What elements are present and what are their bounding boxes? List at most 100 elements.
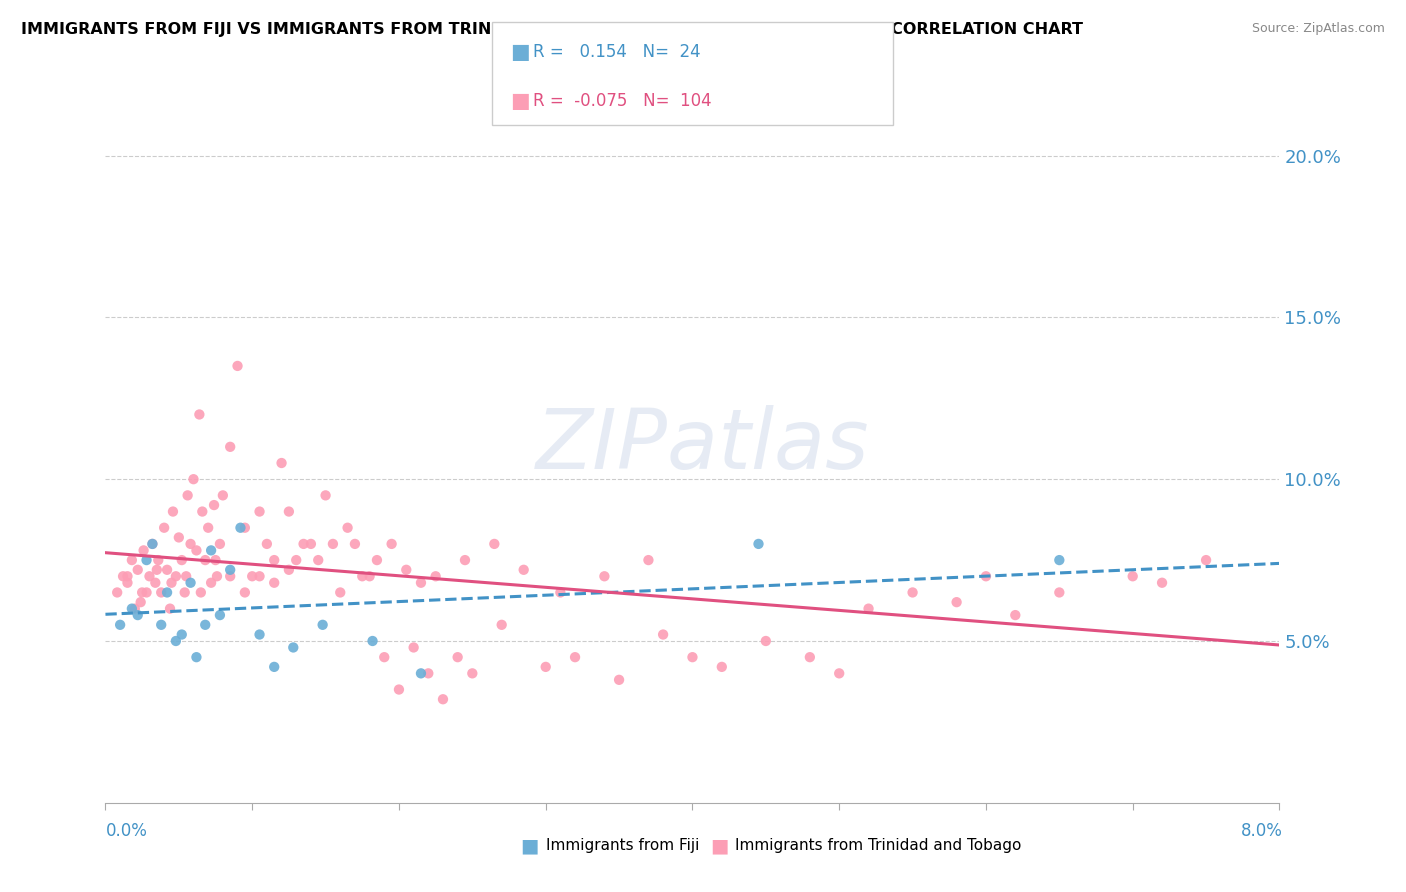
- Text: Immigrants from Fiji: Immigrants from Fiji: [546, 838, 699, 853]
- Text: 0.0%: 0.0%: [105, 822, 148, 839]
- Point: [1047, 585, 1070, 599]
- Point: [512, 563, 534, 577]
- Point: [160, 575, 183, 590]
- Point: [240, 569, 263, 583]
- Point: [226, 359, 249, 373]
- Point: [461, 666, 484, 681]
- Point: [194, 617, 217, 632]
- Point: [180, 537, 202, 551]
- Point: [307, 553, 329, 567]
- Point: [121, 601, 143, 615]
- Point: [105, 585, 128, 599]
- Point: [381, 537, 404, 551]
- Point: [710, 660, 733, 674]
- Text: IMMIGRANTS FROM FIJI VS IMMIGRANTS FROM TRINIDAD AND TOBAGO DISABILITY AGE 5 TO : IMMIGRANTS FROM FIJI VS IMMIGRANTS FROM …: [21, 22, 1083, 37]
- Point: [138, 569, 160, 583]
- Point: [170, 627, 193, 641]
- Point: [534, 660, 557, 674]
- Point: [219, 563, 242, 577]
- Point: [277, 504, 299, 518]
- Point: [454, 553, 477, 567]
- Point: [211, 488, 233, 502]
- Point: [446, 650, 468, 665]
- Point: [299, 537, 322, 551]
- Point: [409, 575, 432, 590]
- Point: [373, 650, 395, 665]
- Point: [165, 569, 187, 583]
- Point: [176, 488, 198, 502]
- Point: [186, 650, 208, 665]
- Point: [183, 472, 205, 486]
- Point: [249, 504, 271, 518]
- Point: [285, 553, 308, 567]
- Text: R =   0.154   N=  24: R = 0.154 N= 24: [533, 43, 700, 61]
- Point: [263, 660, 285, 674]
- Point: [270, 456, 292, 470]
- Point: [219, 569, 242, 583]
- Point: [170, 553, 193, 567]
- Point: [409, 666, 432, 681]
- Point: [336, 521, 359, 535]
- Point: [108, 617, 131, 632]
- Point: [359, 569, 381, 583]
- Text: ■: ■: [520, 836, 538, 855]
- Point: [180, 575, 202, 590]
- Point: [229, 521, 252, 535]
- Point: [550, 585, 572, 599]
- Point: [352, 569, 374, 583]
- Text: ■: ■: [710, 836, 728, 855]
- Point: [425, 569, 447, 583]
- Point: [159, 601, 181, 615]
- Text: Source: ZipAtlas.com: Source: ZipAtlas.com: [1251, 22, 1385, 36]
- Point: [219, 440, 242, 454]
- Point: [153, 521, 176, 535]
- Point: [292, 537, 315, 551]
- Point: [343, 537, 366, 551]
- Point: [131, 585, 153, 599]
- Point: [1122, 569, 1144, 583]
- Text: Immigrants from Trinidad and Tobago: Immigrants from Trinidad and Tobago: [735, 838, 1022, 853]
- Point: [1004, 608, 1026, 623]
- Point: [233, 521, 256, 535]
- Point: [366, 553, 388, 567]
- Text: 8.0%: 8.0%: [1240, 822, 1282, 839]
- Point: [194, 553, 217, 567]
- Point: [388, 682, 411, 697]
- Point: [135, 553, 157, 567]
- Point: [205, 569, 228, 583]
- Point: [165, 634, 187, 648]
- Point: [135, 585, 157, 599]
- Point: [132, 543, 155, 558]
- Point: [652, 627, 675, 641]
- Point: [202, 498, 225, 512]
- Point: [1150, 575, 1173, 590]
- Point: [204, 553, 226, 567]
- Text: ■: ■: [510, 42, 530, 62]
- Point: [249, 569, 271, 583]
- Point: [121, 553, 143, 567]
- Point: [329, 585, 352, 599]
- Point: [117, 569, 139, 583]
- Point: [156, 585, 179, 599]
- Point: [395, 563, 418, 577]
- Point: [146, 563, 169, 577]
- Point: [828, 666, 851, 681]
- Text: ■: ■: [510, 91, 530, 111]
- Point: [277, 563, 299, 577]
- Point: [945, 595, 967, 609]
- Text: R =  -0.075   N=  104: R = -0.075 N= 104: [533, 92, 711, 110]
- Point: [593, 569, 616, 583]
- Point: [141, 537, 163, 551]
- Point: [156, 563, 179, 577]
- Point: [263, 553, 285, 567]
- Point: [681, 650, 703, 665]
- Point: [162, 504, 184, 518]
- Point: [974, 569, 997, 583]
- Point: [432, 692, 454, 706]
- Point: [322, 537, 344, 551]
- Point: [418, 666, 440, 681]
- Point: [200, 575, 222, 590]
- Point: [141, 537, 163, 551]
- Point: [150, 585, 173, 599]
- Point: [208, 537, 231, 551]
